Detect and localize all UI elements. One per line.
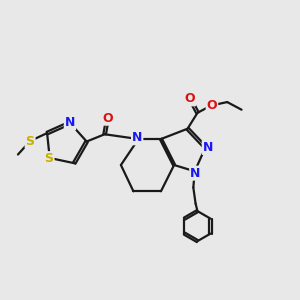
Text: S: S [26, 134, 34, 148]
Text: N: N [132, 131, 142, 144]
Text: O: O [102, 112, 112, 125]
Text: S: S [45, 152, 54, 165]
Text: N: N [203, 141, 213, 154]
Text: O: O [207, 99, 217, 112]
Text: O: O [184, 92, 195, 105]
Text: N: N [65, 116, 75, 129]
Text: N: N [190, 167, 201, 180]
